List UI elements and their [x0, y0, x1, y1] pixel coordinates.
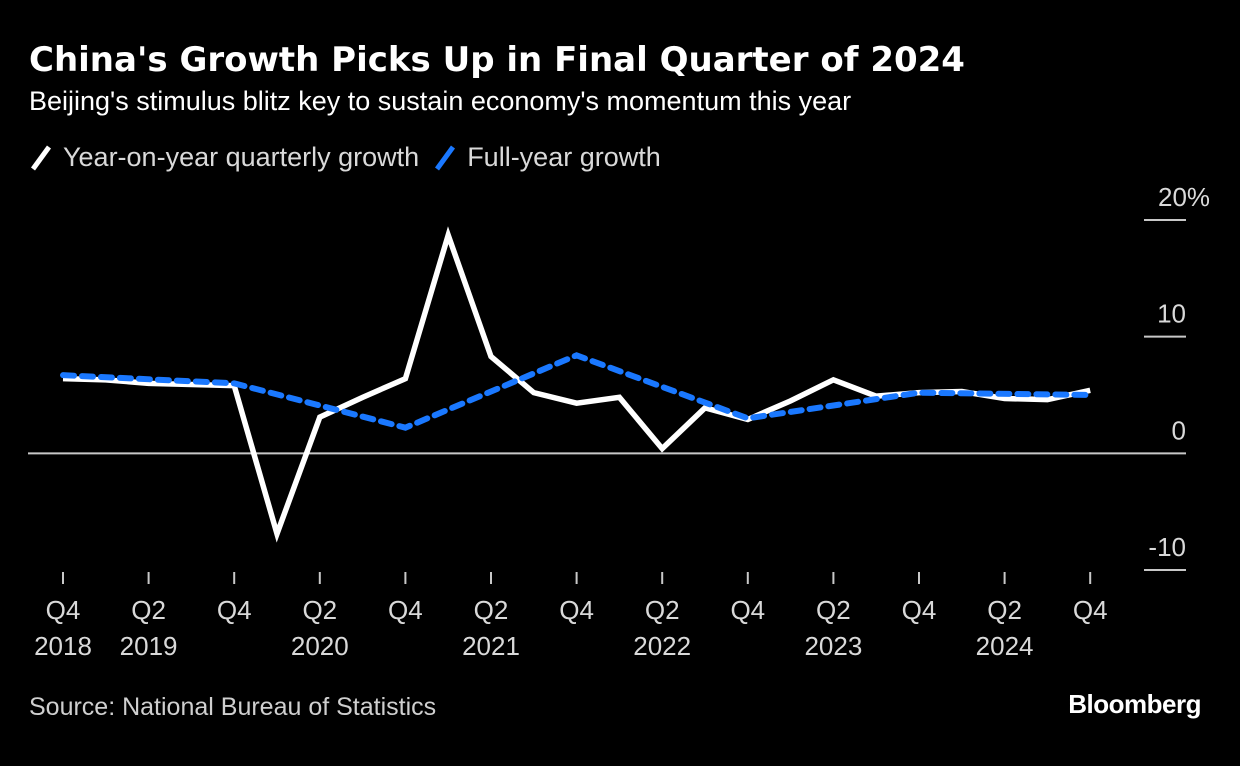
x-tick-quarter: Q2	[987, 595, 1022, 625]
x-tick-quarter: Q4	[559, 595, 594, 625]
x-tick-quarter: Q2	[645, 595, 680, 625]
legend: Year-on-year quarterly growth Full-year …	[29, 142, 661, 173]
x-tick-year: 2023	[804, 631, 862, 661]
x-tick-quarter: Q2	[131, 595, 166, 625]
x-tick-quarter: Q2	[302, 595, 337, 625]
slash-blue-icon	[435, 145, 456, 170]
x-tick-quarter: Q4	[217, 595, 252, 625]
legend-item-quarterly: Year-on-year quarterly growth	[29, 142, 419, 173]
x-tick-quarter: Q4	[730, 595, 765, 625]
x-tick-year: 2024	[976, 631, 1034, 661]
legend-label-full-year: Full-year growth	[467, 142, 661, 172]
x-tick-year: 2022	[633, 631, 691, 661]
x-tick-year: 2021	[462, 631, 520, 661]
x-tick-quarter: Q4	[46, 595, 81, 625]
bloomberg-logo: Bloomberg	[1068, 689, 1201, 719]
x-tick-quarter: Q2	[816, 595, 851, 625]
x-tick-quarter: Q4	[388, 595, 423, 625]
x-tick-quarter: Q2	[474, 595, 509, 625]
x-axis-ticks: Q4 2018 Q2 2019 Q4 Q2 2020 Q4 Q2 2021 Q4 Q2 2022 Q4 Q2…	[34, 572, 1108, 661]
legend-label-quarterly: Year-on-year quarterly growth	[63, 142, 420, 172]
y-axis-ticks: 20% 10 0 -10	[1148, 182, 1210, 562]
y-tick-label: 20%	[1158, 182, 1210, 212]
x-tick-year: 2020	[291, 631, 349, 661]
x-tick-quarter: Q4	[902, 595, 937, 625]
source-note: Source: National Bureau of Statistics	[29, 693, 437, 721]
legend-item-full-year: Full-year growth	[433, 142, 661, 173]
slash-white-icon	[30, 145, 52, 170]
x-tick-year: 2019	[120, 631, 178, 661]
y-tick-label: -10	[1148, 532, 1186, 562]
y-tick-label: 0	[1172, 415, 1186, 445]
chart-subtitle: Beijing's stimulus blitz key to sustain …	[29, 86, 852, 116]
gridlines	[28, 219, 1186, 571]
series-lines	[60, 226, 1094, 543]
y-tick-label: 10	[1157, 299, 1186, 329]
x-tick-year: 2018	[34, 631, 92, 661]
full-year-growth-line	[60, 352, 1094, 431]
chart-title: China's Growth Picks Up in Final Quarter…	[29, 40, 965, 80]
x-tick-quarter: Q4	[1073, 595, 1108, 625]
